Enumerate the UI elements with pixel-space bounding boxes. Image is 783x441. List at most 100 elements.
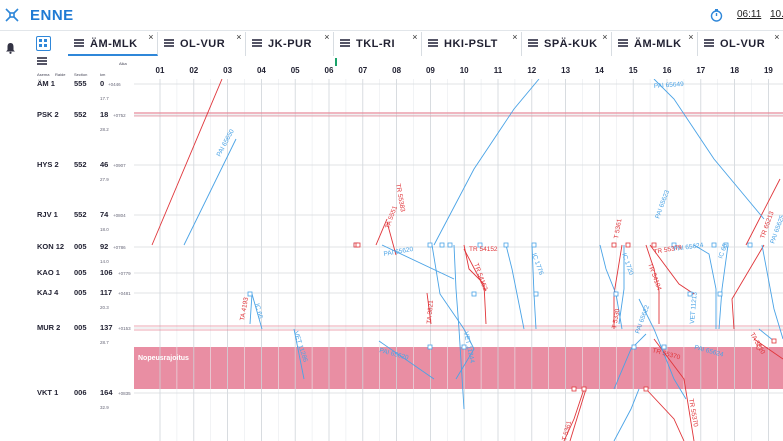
train-stop-marker[interactable] [571,386,577,392]
train-path-red[interactable] [463,244,487,325]
train-label-red[interactable]: TR 54104 [646,262,662,292]
train-label-red[interactable]: TR 55379 [653,244,683,256]
train-path-blue[interactable] [758,328,775,342]
train-path-red[interactable] [386,221,397,256]
tab-menu-icon[interactable] [164,42,174,44]
train-stop-marker[interactable] [611,242,617,248]
train-label-red[interactable]: TA 4193 [239,296,250,321]
train-stop-marker[interactable] [687,291,693,297]
train-label-red[interactable]: TR 55370 [687,398,699,428]
tab-close-icon[interactable]: × [602,32,608,42]
tab-close-icon[interactable]: × [512,32,518,42]
train-path-blue[interactable] [433,79,540,246]
train-stop-marker[interactable] [711,242,717,248]
train-label-blue[interactable]: IC 66 [253,303,264,320]
train-stop-marker[interactable] [447,242,453,248]
train-stop-marker[interactable] [671,242,677,248]
train-path-red[interactable] [563,388,585,441]
train-path-blue[interactable] [638,298,687,400]
tab-7[interactable]: OL-VUR × [698,32,783,56]
train-stop-marker[interactable] [427,344,433,350]
train-path-red[interactable] [753,338,783,360]
train-stop-marker[interactable] [581,386,587,392]
train-path-blue[interactable] [613,388,640,441]
tab-menu-icon[interactable] [704,42,714,44]
tab-close-icon[interactable]: × [688,32,694,42]
train-path-blue[interactable] [505,244,525,330]
tab-close-icon[interactable]: × [236,32,242,42]
tab-close-icon[interactable]: × [774,32,780,42]
tab-3[interactable]: TKL-RI × [334,32,422,56]
train-graph[interactable]: Nopeusrajoitus PAI 65649 PAI 65650 PAI 6562… [134,79,783,441]
train-stop-marker[interactable] [427,242,433,248]
train-path-red[interactable] [645,244,660,324]
train-stop-marker[interactable] [247,291,253,297]
tab-menu-icon[interactable] [428,42,438,44]
train-path-blue[interactable] [183,138,237,246]
train-stop-marker[interactable] [461,344,467,350]
train-label-blue[interactable]: PAI 65650 [216,128,236,158]
train-stop-marker[interactable] [533,291,539,297]
train-stop-marker[interactable] [631,344,637,350]
clock-time[interactable]: 06:11 [737,9,762,20]
train-path-red[interactable] [151,79,223,246]
train-stop-marker[interactable] [661,344,667,350]
bell-icon[interactable] [5,41,16,54]
column-menu-icon[interactable] [37,60,47,62]
train-path-blue[interactable] [381,244,455,280]
train-stop-marker[interactable] [613,291,619,297]
train-stop-marker[interactable] [723,242,729,248]
tab-4[interactable]: HKI-PSLT × [422,32,522,56]
train-label-red[interactable]: TA 3821 [426,300,435,325]
train-path-red[interactable] [569,388,587,441]
train-stop-marker[interactable] [503,242,509,248]
train-stop-marker[interactable] [355,242,361,248]
train-path-blue[interactable] [693,244,717,329]
tab-close-icon[interactable]: × [324,32,330,42]
tab-0[interactable]: ÄM-MLK × [68,32,158,56]
train-stop-marker[interactable] [625,242,631,248]
train-path-red[interactable] [653,338,695,441]
train-path-blue[interactable] [761,244,783,340]
train-path-blue[interactable] [249,293,253,325]
tab-menu-icon[interactable] [340,42,350,44]
tab-close-icon[interactable]: × [412,32,418,42]
tab-menu-icon[interactable] [74,42,84,44]
train-stop-marker[interactable] [477,242,483,248]
tab-2[interactable]: JK-PUR × [246,32,334,56]
grid-view-button[interactable] [36,36,51,51]
train-label-blue[interactable]: VET 11213 [689,291,699,324]
train-path-red[interactable] [375,218,388,246]
train-path-red[interactable] [426,292,432,325]
train-stop-marker[interactable] [717,291,723,297]
train-path-blue[interactable] [378,340,435,380]
tab-close-icon[interactable]: × [148,32,154,42]
train-label-red[interactable]: TR 54152 [469,246,498,253]
train-label-blue[interactable]: PAI 65649 [654,81,685,90]
train-path-red[interactable] [649,244,695,295]
train-path-blue[interactable] [453,244,465,410]
train-label-red[interactable]: T 5330 [611,308,621,329]
train-stop-marker[interactable] [643,386,649,392]
train-stop-marker[interactable] [471,291,477,297]
train-stop-marker[interactable] [747,242,753,248]
train-stop-marker[interactable] [771,338,777,344]
train-path-blue[interactable] [653,79,765,220]
tab-1[interactable]: OL-VUR × [158,32,246,56]
train-path-red[interactable] [745,178,781,246]
train-path-red[interactable] [645,388,685,441]
clock-date[interactable]: 10. [770,9,783,20]
speed-restriction-zone[interactable] [134,347,783,389]
app-logo-icon[interactable] [5,8,19,22]
tab-menu-icon[interactable] [252,42,262,44]
train-path-blue[interactable] [718,244,729,330]
timer-icon[interactable] [710,9,723,22]
tab-6[interactable]: ÄM-MLK × [612,32,698,56]
train-stop-marker[interactable] [651,242,657,248]
train-path-red[interactable] [731,244,765,330]
train-path-blue[interactable] [293,328,305,380]
train-path-blue[interactable] [618,245,625,325]
tab-menu-icon[interactable] [528,42,538,44]
tab-5[interactable]: SPÄ-KUK × [522,32,612,56]
train-label-red[interactable]: T 5361 [613,218,623,239]
